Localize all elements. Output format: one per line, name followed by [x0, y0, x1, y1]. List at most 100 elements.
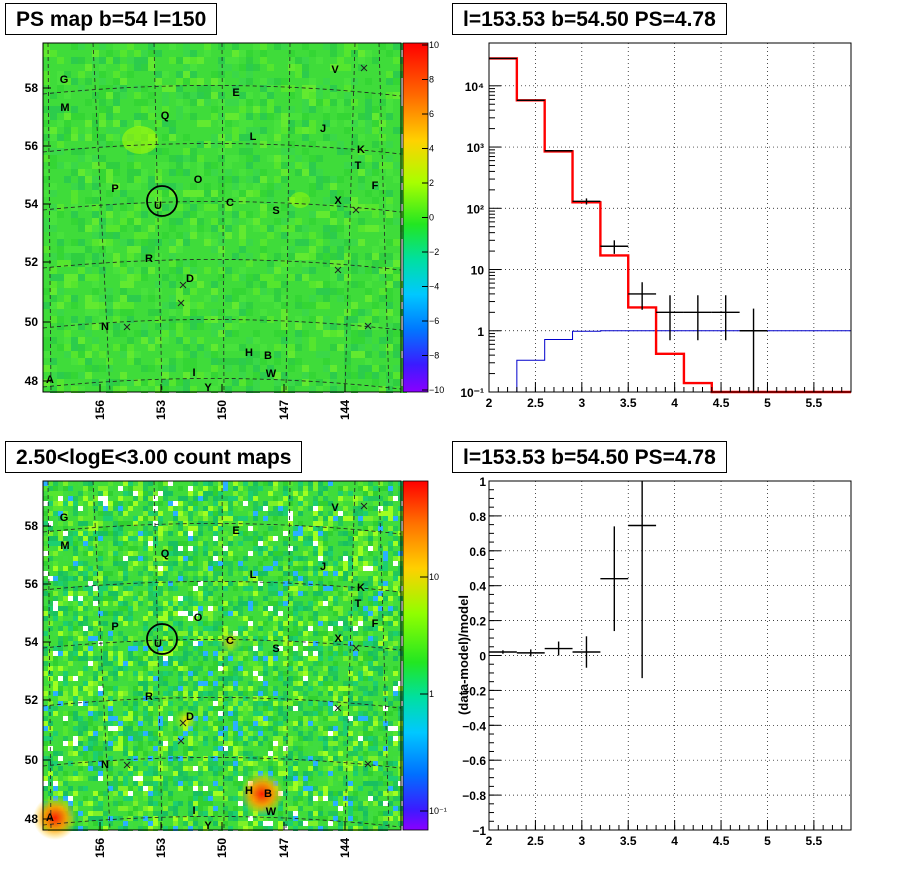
count-map-pixel [268, 581, 273, 586]
ps-map-pixel [113, 302, 120, 309]
count-map-pixel [68, 511, 73, 516]
ps-map-pixel [344, 330, 351, 337]
count-map-pixel [48, 681, 53, 686]
count-map-pixel [133, 636, 138, 641]
count-map-pixel [378, 751, 383, 756]
count-map-pixel [208, 506, 213, 511]
count-map-pixel [188, 536, 193, 541]
count-map-pixel [233, 666, 238, 671]
count-map-pixel [208, 576, 213, 581]
count-map-pixel [173, 781, 178, 786]
count-map-pixel [193, 576, 198, 581]
count-map-pixel [368, 726, 373, 731]
count-map-pixel [393, 646, 398, 651]
ps-map-pixel [85, 78, 92, 85]
count-map-pixel [53, 536, 58, 541]
count-map-pixel [278, 661, 283, 666]
count-map-pixel [303, 716, 308, 721]
ps-map-pixel [267, 232, 274, 239]
count-map-pixel [133, 536, 138, 541]
count-map-pixel [43, 491, 48, 496]
ps-map-pixel [386, 106, 393, 113]
count-map-pixel [223, 596, 228, 601]
count-map-pixel [58, 761, 63, 766]
ps-map-pixel [316, 253, 323, 260]
count-map-pixel [63, 596, 68, 601]
count-map-pixel [303, 726, 308, 731]
count-map-pixel [368, 631, 373, 636]
count-map-pixel [143, 731, 148, 736]
ps-map-pixel [330, 239, 337, 246]
ps-map-pixel [43, 288, 50, 295]
ps-map-pixel [71, 218, 78, 225]
count-map-pixel [303, 556, 308, 561]
ps-map-pixel [260, 344, 267, 351]
count-map-pixel [48, 671, 53, 676]
count-map-pixel [243, 586, 248, 591]
count-map-pixel [388, 501, 393, 506]
ps-map-pixel [148, 148, 155, 155]
ps-map-pixel [162, 134, 169, 141]
count-map-pixel [368, 606, 373, 611]
count-map-pixel [88, 741, 93, 746]
count-map-pixel [153, 731, 158, 736]
count-map-pixel [138, 501, 143, 506]
ps-map-pixel [218, 218, 225, 225]
count-map-pixel [248, 591, 253, 596]
count-map-pixel [353, 726, 358, 731]
count-map-pixel [218, 621, 223, 626]
ps-map-pixel [281, 260, 288, 267]
count-map-pixel [348, 716, 353, 721]
count-map-pixel [113, 536, 118, 541]
ps-source-label-d: D [186, 273, 194, 285]
count-map-pixel [353, 771, 358, 776]
count-map-pixel [218, 601, 223, 606]
count-map-pixel [178, 676, 183, 681]
count-map-pixel [78, 656, 83, 661]
count-map-pixel [293, 586, 298, 591]
warm-region [122, 126, 158, 154]
count-map-pixel [198, 526, 203, 531]
count-map-pixel [328, 546, 333, 551]
count-map-pixel [93, 576, 98, 581]
count-map-pixel [98, 656, 103, 661]
count-map-pixel [78, 631, 83, 636]
count-map-pixel [293, 671, 298, 676]
count-map-pixel [343, 586, 348, 591]
ps-source-label-f: F [372, 180, 379, 192]
count-map-pixel [328, 746, 333, 751]
count-map-pixel [63, 756, 68, 761]
count-map-pixel [333, 751, 338, 756]
count-map-pixel [248, 626, 253, 631]
ps-map-pixel [92, 190, 99, 197]
ps-map-pixel [57, 85, 64, 92]
count-map-pixel [213, 691, 218, 696]
ps-map-pixel [225, 57, 232, 64]
count-map-pixel [263, 571, 268, 576]
count-map-pixel [173, 686, 178, 691]
count-map-pixel [293, 656, 298, 661]
count-map-pixel [53, 671, 58, 676]
count-map-pixel [118, 676, 123, 681]
ps-map-pixel [106, 358, 113, 365]
ps-map-pixel [99, 71, 106, 78]
ps-map-pixel [155, 358, 162, 365]
count-map-pixel [178, 621, 183, 626]
ps-map-pixel [253, 337, 260, 344]
count-map-pixel [133, 746, 138, 751]
ps-map-pixel [253, 330, 260, 337]
count-map-pixel [118, 746, 123, 751]
count-map-pixel [168, 481, 173, 486]
count-map-pixel [78, 531, 83, 536]
count-map-pixel [218, 666, 223, 671]
count-map-pixel [303, 626, 308, 631]
count-map-pixel [288, 516, 293, 521]
ps-map-pixel [148, 253, 155, 260]
ps-map-pixel [211, 246, 218, 253]
ps-map-pixel [204, 204, 211, 211]
count-map-pixel [248, 701, 253, 706]
count-map-pixel [68, 641, 73, 646]
count-map-pixel [128, 746, 133, 751]
ps-source-label-r: R [145, 253, 153, 265]
count-map-pixel [113, 751, 118, 756]
